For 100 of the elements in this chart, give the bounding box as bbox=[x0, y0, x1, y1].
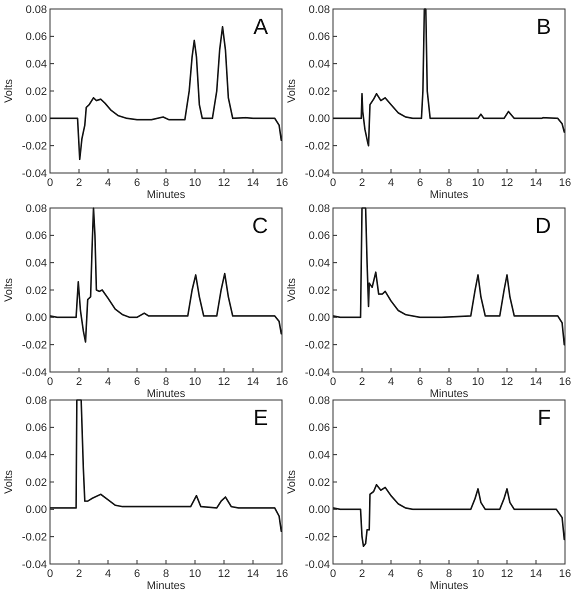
x-tick-label: 2 bbox=[76, 177, 82, 189]
y-axis-title: Volts bbox=[286, 470, 298, 494]
x-tick-label: 2 bbox=[76, 376, 82, 388]
y-tick-label: 0.08 bbox=[26, 4, 47, 16]
x-tick-label: 12 bbox=[500, 376, 514, 388]
y-tick-label: 0.08 bbox=[26, 202, 47, 215]
y-tick-label: 0.04 bbox=[26, 450, 47, 462]
x-tick-label: 8 bbox=[162, 177, 170, 189]
y-tick-label: 0.04 bbox=[26, 258, 47, 270]
x-tick-label: 12 bbox=[500, 177, 514, 189]
y-tick-label: 0.06 bbox=[308, 230, 330, 242]
x-tick-label: 14 bbox=[530, 568, 542, 580]
x-tick-label: 12 bbox=[500, 568, 514, 580]
y-tick-label: 0.02 bbox=[308, 476, 330, 489]
x-axis-title: Minutes bbox=[430, 189, 469, 201]
y-tick-label: -0.02 bbox=[304, 340, 330, 352]
y-tick-label: -0.04 bbox=[304, 366, 330, 379]
y-tick-label: -0.02 bbox=[22, 340, 47, 352]
x-tick-label: 4 bbox=[104, 177, 112, 189]
x-tick-label: 0 bbox=[46, 376, 54, 388]
x-tick-label: 0 bbox=[46, 177, 54, 189]
x-tick-label: 4 bbox=[104, 568, 112, 580]
y-tick-label: -0.04 bbox=[304, 558, 330, 571]
y-tick-label: 0.08 bbox=[308, 4, 330, 16]
x-tick-label: 6 bbox=[134, 376, 140, 388]
x-tick-label: 16 bbox=[558, 177, 572, 189]
x-tick-label: 4 bbox=[388, 568, 394, 580]
y-tick-label: 0.06 bbox=[308, 31, 330, 44]
annotation: B bbox=[536, 14, 551, 39]
x-tick-label: 4 bbox=[388, 376, 394, 388]
x-tick-label: 16 bbox=[276, 376, 288, 388]
y-tick-label: 0.02 bbox=[26, 476, 47, 489]
y-tick-label: -0.02 bbox=[304, 532, 330, 544]
x-tick-label: 4 bbox=[388, 177, 394, 189]
x-axis-title: Minutes bbox=[430, 580, 469, 590]
y-tick-label: 0.02 bbox=[26, 284, 47, 297]
x-tick-label: 10 bbox=[472, 568, 484, 580]
y-tick-label: -0.02 bbox=[304, 140, 330, 153]
x-tick-label: 6 bbox=[134, 177, 140, 189]
y-tick-label: 0.04 bbox=[26, 58, 47, 71]
x-tick-label: 16 bbox=[276, 177, 288, 189]
x-axis-title: Minutes bbox=[146, 388, 186, 400]
y-tick-label: 0.00 bbox=[308, 504, 330, 516]
y-tick-label: -0.02 bbox=[22, 140, 47, 153]
annotation: C bbox=[252, 213, 268, 238]
x-tick-label: 8 bbox=[162, 568, 170, 580]
x-tick-label: 14 bbox=[246, 376, 260, 388]
annotation: A bbox=[253, 14, 268, 39]
y-tick-label: 0.00 bbox=[26, 312, 47, 324]
x-tick-label: 0 bbox=[330, 177, 336, 189]
x-tick-label: 2 bbox=[358, 376, 366, 388]
x-tick-label: 0 bbox=[46, 568, 54, 580]
y-axis-title: Volts bbox=[286, 78, 298, 103]
x-tick-label: 10 bbox=[472, 376, 484, 388]
y-tick-label: 0.06 bbox=[26, 422, 47, 434]
y-tick-label: 0.02 bbox=[308, 86, 330, 98]
x-tick-label: 16 bbox=[276, 568, 288, 580]
y-tick-label: 0.08 bbox=[26, 394, 47, 407]
y-tick-label: -0.02 bbox=[22, 532, 47, 544]
x-tick-label: 12 bbox=[218, 568, 230, 580]
y-tick-label: 0.00 bbox=[26, 113, 47, 126]
x-tick-label: 10 bbox=[472, 177, 484, 189]
y-tick-label: 0.06 bbox=[26, 31, 47, 44]
y-axis-title: Volts bbox=[3, 470, 15, 494]
annotation: E bbox=[253, 405, 268, 430]
y-axis-title: Volts bbox=[3, 78, 15, 103]
annotation: D bbox=[535, 213, 551, 238]
y-tick-label: 0.00 bbox=[308, 312, 330, 324]
x-tick-label: 14 bbox=[530, 177, 542, 189]
y-tick-label: -0.04 bbox=[22, 366, 47, 379]
x-tick-label: 14 bbox=[246, 568, 260, 580]
x-tick-label: 12 bbox=[218, 177, 230, 189]
y-tick-label: 0.06 bbox=[308, 422, 330, 434]
x-tick-label: 8 bbox=[162, 376, 170, 388]
x-tick-label: 16 bbox=[558, 568, 572, 580]
x-tick-label: 2 bbox=[76, 568, 82, 580]
x-tick-label: 8 bbox=[446, 568, 452, 580]
y-tick-label: 0.04 bbox=[308, 258, 330, 270]
y-tick-label: 0.02 bbox=[308, 284, 330, 297]
y-tick-label: -0.04 bbox=[22, 558, 47, 571]
y-tick-label: 0.02 bbox=[26, 86, 47, 98]
y-tick-label: -0.04 bbox=[22, 168, 47, 180]
y-tick-label: 0.04 bbox=[308, 58, 330, 71]
x-tick-label: 10 bbox=[188, 177, 202, 189]
x-tick-label: 14 bbox=[530, 376, 542, 388]
y-tick-label: 0.04 bbox=[308, 450, 330, 462]
x-axis-title: Minutes bbox=[146, 580, 186, 590]
x-tick-label: 4 bbox=[104, 376, 112, 388]
x-tick-label: 2 bbox=[358, 177, 366, 189]
x-tick-label: 14 bbox=[246, 177, 260, 189]
y-tick-label: 0.08 bbox=[308, 394, 330, 407]
x-tick-label: 8 bbox=[446, 177, 452, 189]
y-tick-label: 0.06 bbox=[26, 230, 47, 242]
x-tick-label: 6 bbox=[416, 177, 424, 189]
annotation: F bbox=[538, 405, 551, 430]
y-axis-title: Volts bbox=[286, 278, 298, 302]
x-tick-label: 0 bbox=[330, 376, 336, 388]
x-axis-title: Minutes bbox=[146, 189, 186, 201]
x-tick-label: 10 bbox=[188, 376, 202, 388]
x-tick-label: 8 bbox=[446, 376, 452, 388]
